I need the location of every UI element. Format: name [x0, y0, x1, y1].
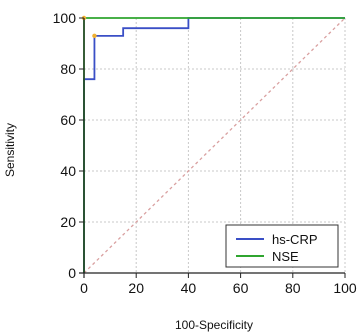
- x-tick-label: 80: [285, 280, 301, 296]
- x-tick-label: 0: [80, 280, 88, 296]
- y-tick-label: 20: [60, 214, 76, 230]
- diagonal-reference-line: [83, 17, 346, 274]
- series-line-hs-crp: [83, 17, 345, 273]
- x-tick-label: 20: [128, 280, 144, 296]
- legend-label-hs-crp: hs-CRP: [272, 232, 318, 247]
- y-tick-label: 80: [60, 61, 76, 77]
- reference-line: [83, 17, 346, 274]
- y-tick-label: 0: [68, 265, 76, 281]
- legend: hs-CRP NSE: [225, 224, 339, 268]
- tick-labels: 0 20 40 60 80 100 0 20 40 60 80 100: [53, 10, 357, 296]
- x-tick-label: 40: [181, 280, 197, 296]
- optimal-point-marker: [92, 33, 97, 39]
- x-tick-label: 60: [233, 280, 249, 296]
- y-tick-label: 100: [53, 10, 77, 26]
- y-axis-title: Sensitivity: [3, 123, 17, 177]
- legend-label-nse: NSE: [272, 249, 299, 264]
- x-tick-label: 100: [333, 280, 357, 296]
- y-tick-label: 40: [60, 163, 76, 179]
- x-axis-title: 100-Specificity: [175, 318, 253, 332]
- y-tick-label: 60: [60, 112, 76, 128]
- legend-box: [225, 224, 339, 268]
- plot-frame: [79, 18, 345, 278]
